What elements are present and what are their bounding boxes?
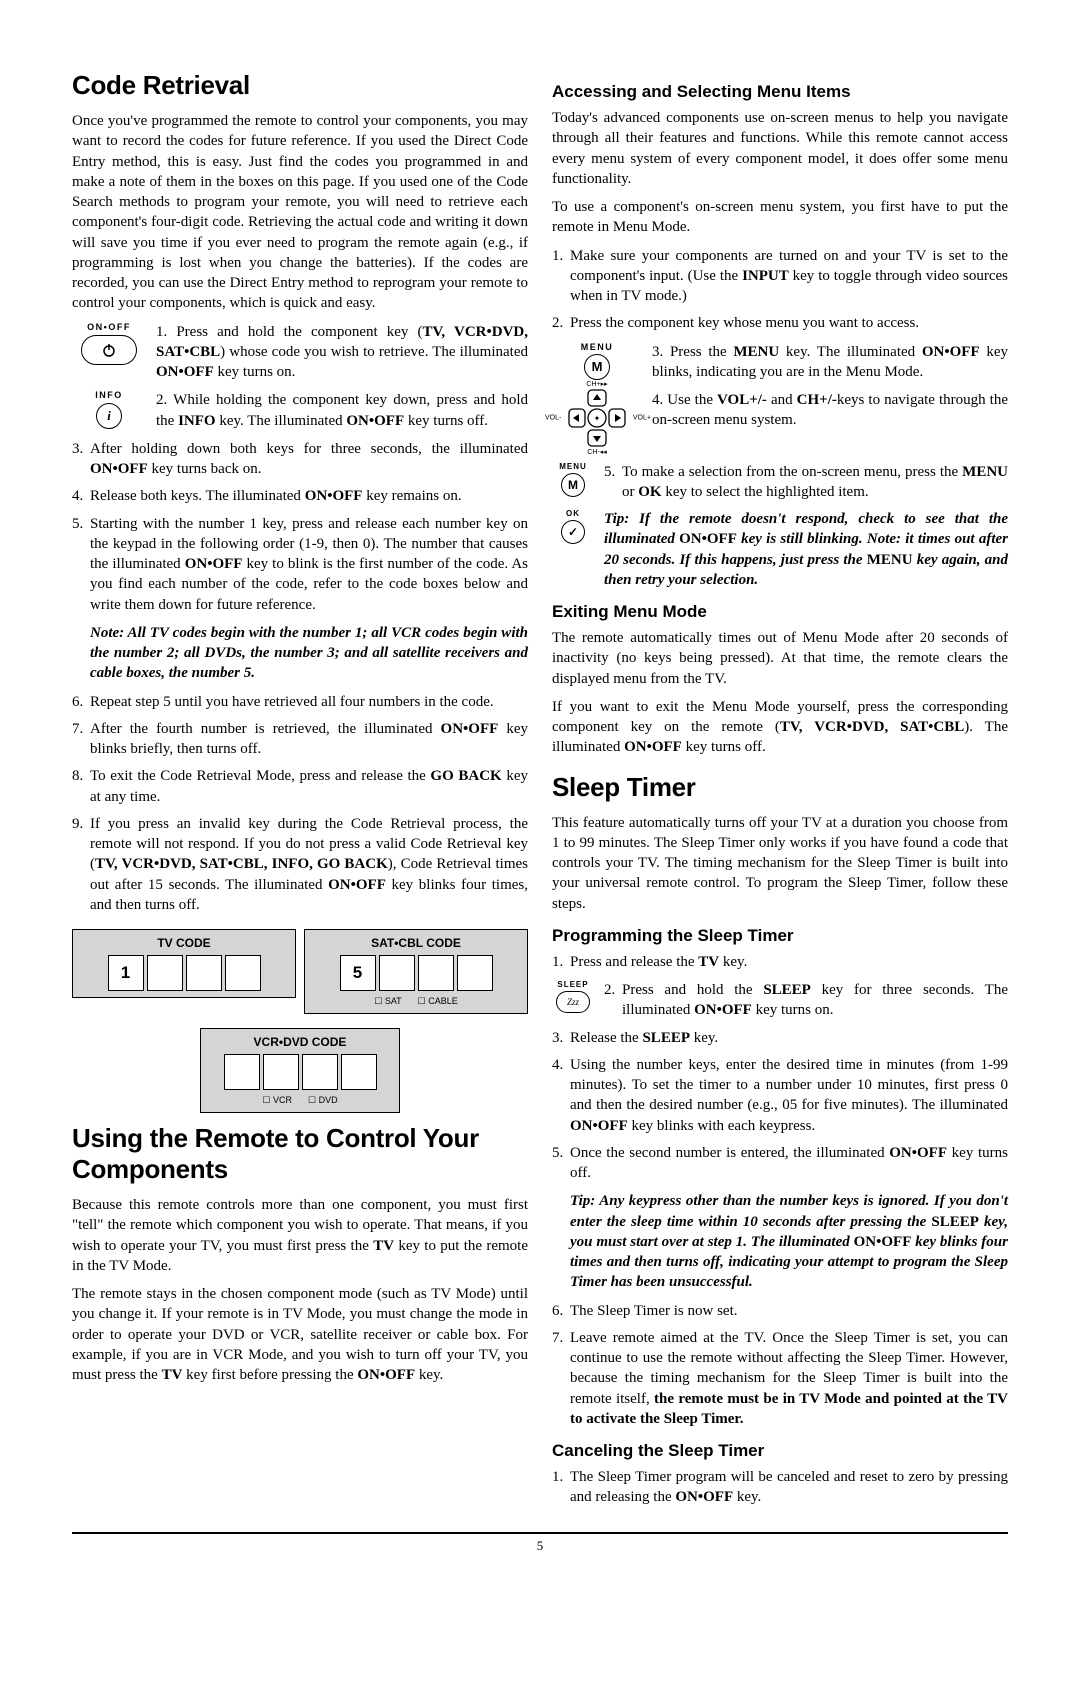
accessing-p1: Today's advanced components use on-scree… (552, 108, 1008, 189)
step5: Starting with the number 1 key, press an… (72, 514, 528, 615)
prog-s5: Once the second number is entered, the i… (552, 1143, 1008, 1184)
heading-cancel: Canceling the Sleep Timer (552, 1441, 1008, 1461)
onoff-icon-wrap: ON•OFF (72, 322, 146, 365)
prog-s1: Press and release the TV key. (552, 952, 1008, 972)
menu-label: MENU (581, 342, 614, 352)
tv-digit-3 (186, 955, 222, 991)
vcr-digit-2 (263, 1054, 299, 1090)
vcr-code-title: VCR•DVD CODE (207, 1035, 393, 1049)
prog-tip: Tip: Any keypress other than the number … (570, 1191, 1008, 1292)
sat-digit-1: 5 (340, 955, 376, 991)
code-boxes-row: TV CODE 1 SAT•CBL CODE 5 (72, 929, 528, 1014)
acc-step4: 4. Use the VOL+/- and CH+/-keys to navig… (652, 390, 1008, 431)
prog-s2: 2.Press and hold the SLEEP key for three… (604, 980, 1008, 1021)
dpad-block: MENU M CH+▸▸ CH-◂◂ VOL- VOL+ (552, 342, 1008, 454)
prog-step1-list: Press and release the TV key. (552, 952, 1008, 972)
left-column: Code Retrieval Once you've programmed th… (72, 70, 528, 1516)
vcr-digit-4 (341, 1054, 377, 1090)
acc-step5-row: MENU M 5.To make a selection from the on… (552, 462, 1008, 503)
ok-icon-col: OK ✓ (552, 509, 594, 544)
heading-using-remote: Using the Remote to Control Your Compone… (72, 1123, 528, 1185)
prog-s3: Release the SLEEP key. (552, 1028, 1008, 1048)
acc-step1: Make sure your components are turned on … (552, 246, 1008, 307)
acc-tip-row: OK ✓ Tip: If the remote doesn't respond,… (552, 509, 1008, 590)
code-retrieval-steps: After holding down both keys for three s… (72, 439, 528, 615)
prog-s6: The Sleep Timer is now set. (552, 1301, 1008, 1321)
vcr-digit-3 (302, 1054, 338, 1090)
heading-exiting: Exiting Menu Mode (552, 602, 1008, 622)
right-column: Accessing and Selecting Menu Items Today… (552, 70, 1008, 1516)
cancel-steps: The Sleep Timer program will be canceled… (552, 1467, 1008, 1508)
ok-icon: ✓ (561, 520, 585, 544)
sleep-icon-col: SLEEP Zzz (552, 980, 594, 1013)
sat-digit-4 (457, 955, 493, 991)
menu-icon: M (584, 354, 610, 380)
tv-digit-2 (147, 955, 183, 991)
prog-s4: Using the number keys, enter the desired… (552, 1055, 1008, 1136)
sleep-p1: This feature automatically turns off you… (552, 813, 1008, 914)
tv-digit-4 (225, 955, 261, 991)
vcr-code-box: VCR•DVD CODE VCR DVD (200, 1028, 400, 1113)
code-note: Note: All TV codes begin with the number… (90, 623, 528, 684)
sat-digit-2 (379, 955, 415, 991)
accessing-steps-12: Make sure your components are turned on … (552, 246, 1008, 334)
info-label: INFO (95, 390, 123, 400)
tv-code-title: TV CODE (79, 936, 289, 950)
acc-steps-34: 3. Press the MENU key. The illuminated O… (652, 342, 1008, 431)
page-columns: Code Retrieval Once you've programmed th… (72, 70, 1008, 1516)
heading-sleep: Sleep Timer (552, 772, 1008, 803)
acc-step5: 5.To make a selection from the on-screen… (604, 462, 1008, 503)
prog-steps-345: Release the SLEEP key. Using the number … (552, 1028, 1008, 1184)
menu-icon-col: MENU M (552, 462, 594, 497)
prog-steps-67: The Sleep Timer is now set. Leave remote… (552, 1301, 1008, 1430)
onoff-label: ON•OFF (87, 322, 131, 332)
sleep-icon: Zzz (556, 991, 590, 1013)
accessing-p2: To use a component's on-screen menu syst… (552, 197, 1008, 238)
step3: After holding down both keys for three s… (72, 439, 528, 480)
exit-p2: If you want to exit the Menu Mode yourse… (552, 697, 1008, 758)
page-number: 5 (72, 1532, 1008, 1554)
svg-text:✦: ✦ (594, 414, 601, 423)
acc-step3: 3. Press the MENU key. The illuminated O… (652, 342, 1008, 383)
dpad-icon: CH+▸▸ CH-◂◂ VOL- VOL+ (561, 382, 633, 454)
vcr-digit-1 (224, 1054, 260, 1090)
sat-code-title: SAT•CBL CODE (311, 936, 521, 950)
info-icon: i (96, 403, 122, 429)
heading-programming: Programming the Sleep Timer (552, 926, 1008, 946)
code-retrieval-intro: Once you've programmed the remote to con… (72, 111, 528, 314)
code-retrieval-steps-cont: Repeat step 5 until you have retrieved a… (72, 692, 528, 916)
step8: To exit the Code Retrieval Mode, press a… (72, 766, 528, 807)
info-icon-wrap: INFO i (72, 390, 146, 429)
dpad-wrap: MENU M CH+▸▸ CH-◂◂ VOL- VOL+ (552, 342, 642, 454)
heading-code-retrieval: Code Retrieval (72, 70, 528, 101)
step6: Repeat step 5 until you have retrieved a… (72, 692, 528, 712)
using-p2: The remote stays in the chosen component… (72, 1284, 528, 1385)
prog-s7: Leave remote aimed at the TV. Once the S… (552, 1328, 1008, 1429)
step1-block: ON•OFF 1. Press and hold the component k… (72, 322, 528, 383)
sat-checkboxes: SAT CABLE (311, 996, 521, 1007)
tv-code-box: TV CODE 1 (72, 929, 296, 1014)
step9: If you press an invalid key during the C… (72, 814, 528, 915)
acc-tip: Tip: If the remote doesn't respond, chec… (604, 509, 1008, 590)
step2-block: INFO i 2. While holding the component ke… (72, 390, 528, 431)
cancel-s1: The Sleep Timer program will be canceled… (552, 1467, 1008, 1508)
menu-icon-small: M (561, 473, 585, 497)
power-icon (81, 335, 137, 365)
using-p1: Because this remote controls more than o… (72, 1195, 528, 1276)
sat-digit-3 (418, 955, 454, 991)
heading-accessing: Accessing and Selecting Menu Items (552, 82, 1008, 102)
acc-step2: Press the component key whose menu you w… (552, 313, 1008, 333)
exit-p1: The remote automatically times out of Me… (552, 628, 1008, 689)
step1-text: 1. Press and hold the component key (TV,… (156, 322, 528, 383)
sat-code-box: SAT•CBL CODE 5 SAT CABLE (304, 929, 528, 1014)
tv-digit-1: 1 (108, 955, 144, 991)
step7: After the fourth number is retrieved, th… (72, 719, 528, 760)
vcr-checkboxes: VCR DVD (207, 1095, 393, 1106)
step2-text: 2. While holding the component key down,… (156, 390, 528, 431)
prog-s2-row: SLEEP Zzz 2.Press and hold the SLEEP key… (552, 980, 1008, 1021)
step4: Release both keys. The illuminated ON•OF… (72, 486, 528, 506)
